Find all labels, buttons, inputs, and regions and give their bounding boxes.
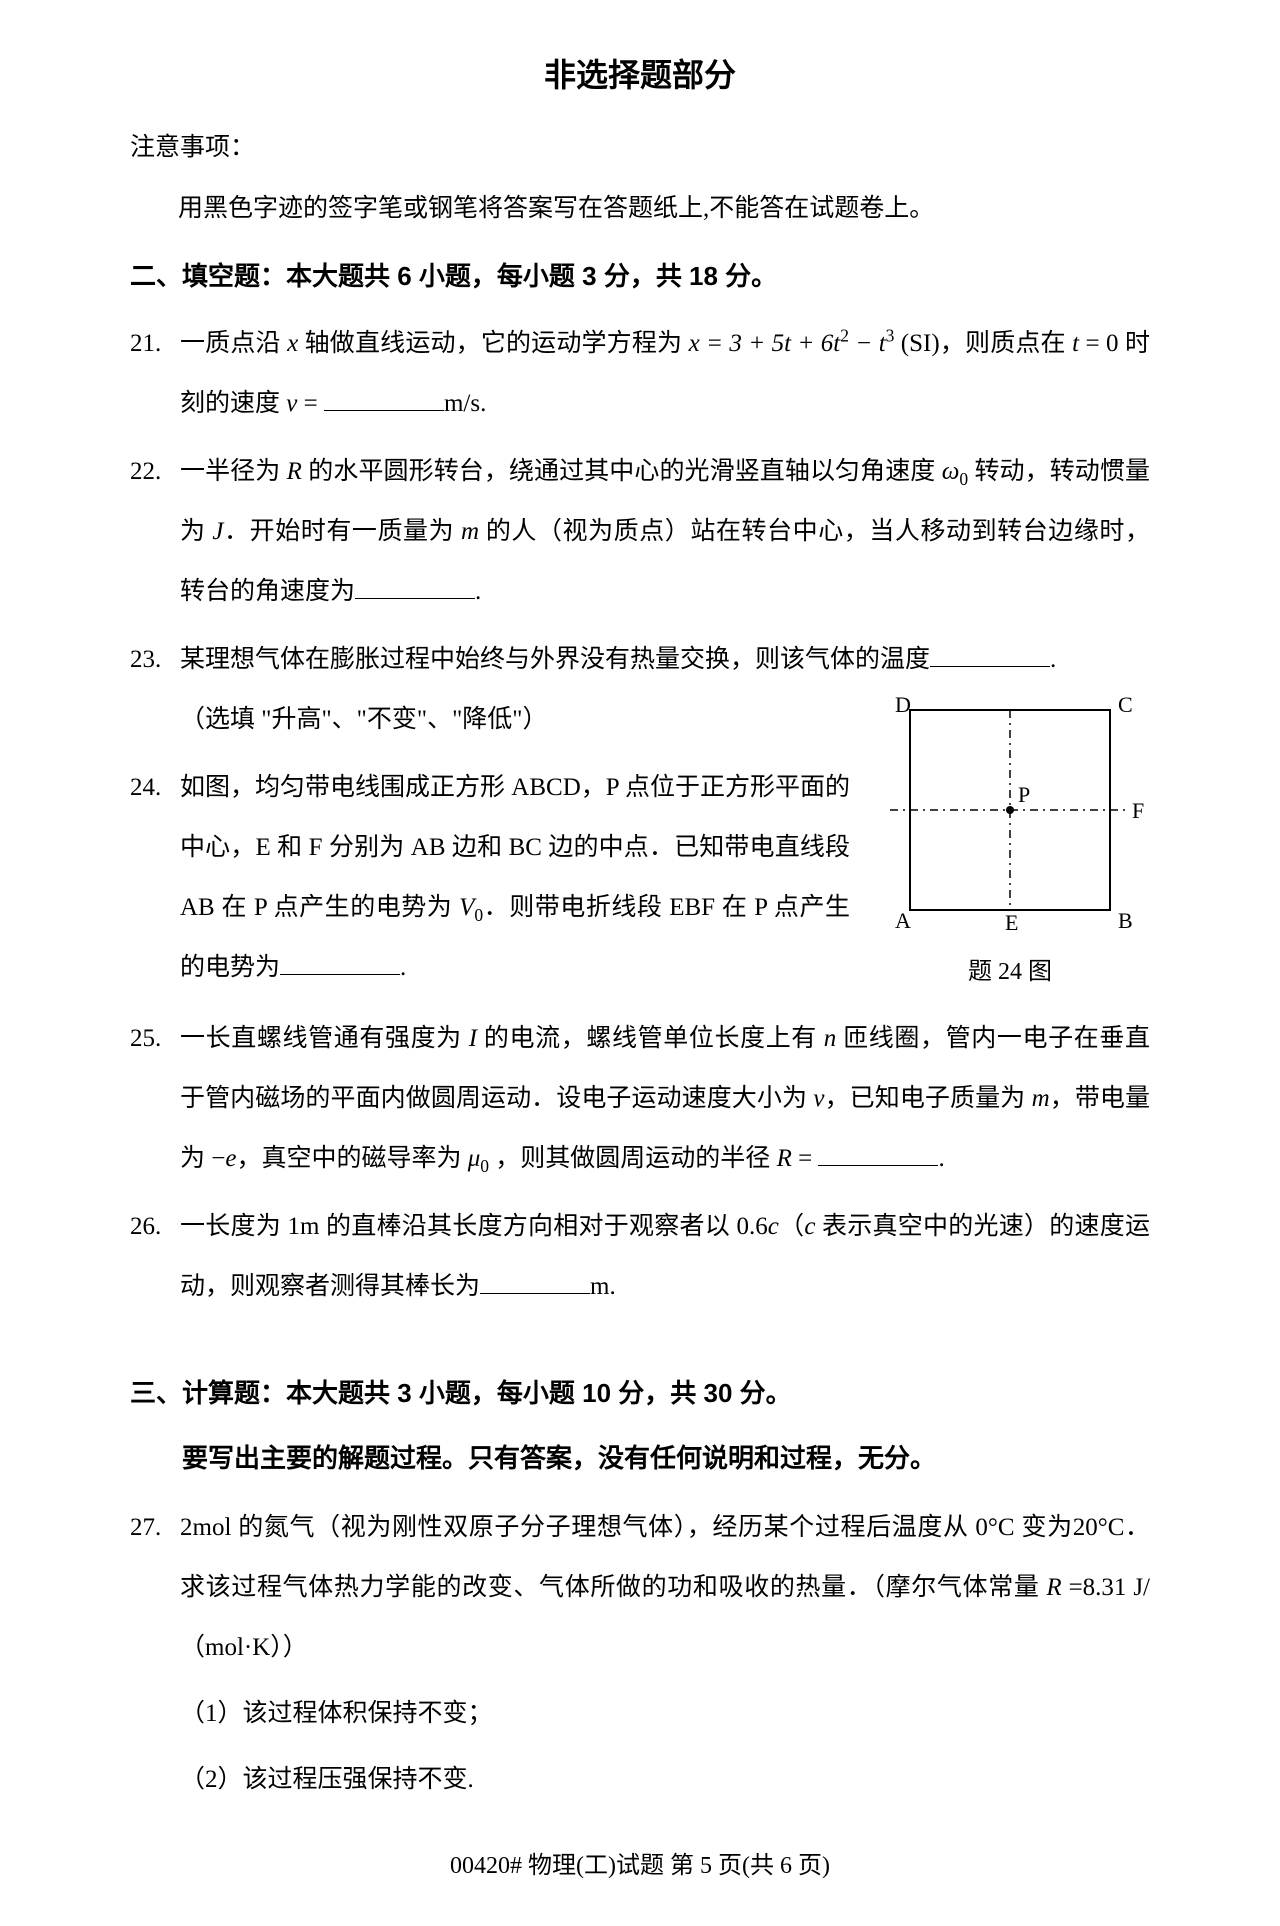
q21-eq0: = 0 — [1079, 330, 1118, 357]
question-27: 27. 2mol 的氮气（视为刚性双原子分子理想气体），经历某个过程后温度从 0… — [130, 1498, 1150, 1810]
q25-t7: ，则其做圆周运动的半径 — [489, 1145, 777, 1172]
question-21: 21. 一质点沿 x 轴做直线运动，它的运动学方程为 x = 3 + 5t + … — [130, 314, 1150, 434]
q22-sub: 0 — [959, 469, 968, 489]
q22-t2: 的水平圆形转台，绕通过其中心的光滑竖直轴以匀角速度 — [302, 458, 942, 485]
label-d: D — [895, 692, 911, 717]
q25-body: 一长直螺线管通有强度为 I 的电流，螺线管单位长度上有 n 匝线圈，管内一电子在… — [180, 1009, 1150, 1189]
section-2-header: 二、填空题：本大题共 6 小题，每小题 3 分，共 18 分。 — [130, 248, 1150, 305]
q24-sub: 0 — [474, 905, 483, 925]
q22-R: R — [287, 458, 302, 485]
q24-V: V — [459, 894, 474, 921]
q25-v: v — [813, 1085, 824, 1112]
q21-x: x — [287, 330, 298, 357]
q25-m: m — [1032, 1085, 1050, 1112]
notice-label: 注意事项： — [130, 120, 1150, 175]
q23-body: 某理想气体在膨胀过程中始终与外界没有热量交换，则该气体的温度. — [180, 630, 1150, 690]
q22-J: J — [212, 518, 223, 545]
figure-24-svg: D C A B E F P — [870, 690, 1150, 940]
q25-t1: 一长直螺线管通有强度为 — [180, 1025, 469, 1052]
q26-c2: c — [804, 1213, 815, 1240]
q21-eq: x = 3 + 5t + 6t — [689, 330, 841, 357]
q27-number: 27. — [130, 1498, 180, 1810]
q25-I: I — [469, 1025, 477, 1052]
q24-number: 24. — [130, 758, 180, 998]
q26-blank — [480, 1264, 590, 1294]
q22-t1: 一半径为 — [180, 458, 287, 485]
q24-period: . — [400, 954, 406, 981]
q25-number: 25. — [130, 1009, 180, 1189]
label-c: C — [1118, 692, 1133, 717]
q21-eq2: − t — [849, 330, 886, 357]
q25-t4: ，已知电子质量为 — [825, 1085, 1026, 1112]
q25-eq: = — [792, 1145, 819, 1172]
q22-t4: ．开始时有一质量为 — [224, 518, 461, 545]
section-3-subheader: 要写出主要的解题过程。只有答案，没有任何说明和过程，无分。 — [130, 1430, 1150, 1487]
question-26: 26. 一长度为 1m 的直棒沿其长度方向相对于观察者以 0.6c（c 表示真空… — [130, 1197, 1150, 1317]
q25-e: e — [225, 1145, 236, 1172]
q25-sub: 0 — [480, 1156, 489, 1176]
label-f: F — [1132, 798, 1144, 823]
q25-blank — [818, 1136, 938, 1166]
point-p-dot — [1006, 806, 1014, 814]
q27-t1: 2mol 的氮气（视为刚性双原子分子理想气体），经历某个过程后温度从 0°C 变… — [180, 1514, 1150, 1601]
question-23b-24: （选填 "升高"、"不变"、"降低"） 24. 如图，均匀带电线围成正方形 AB… — [130, 690, 1150, 1002]
question-22: 22. 一半径为 R 的水平圆形转台，绕通过其中心的光滑竖直轴以匀角速度 ω0 … — [130, 442, 1150, 622]
q24-body: 如图，均匀带电线围成正方形 ABCD，P 点位于正方形平面的中心，E 和 F 分… — [180, 758, 850, 998]
question-23: 23. 某理想气体在膨胀过程中始终与外界没有热量交换，则该气体的温度. — [130, 630, 1150, 690]
figure-24-caption: 题 24 图 — [968, 944, 1052, 1002]
q23-blank — [930, 637, 1050, 667]
q26-number: 26. — [130, 1197, 180, 1317]
label-e: E — [1005, 910, 1018, 935]
q23-period: . — [1050, 646, 1056, 673]
q27-sub1: （1）该过程体积保持不变； — [180, 1684, 1150, 1744]
page-title: 非选择题部分 — [130, 40, 1150, 110]
q26-c: c — [768, 1213, 779, 1240]
q24-blank — [280, 945, 400, 975]
q23-options: （选填 "升高"、"不变"、"降低"） — [180, 690, 850, 750]
question-25: 25. 一长直螺线管通有强度为 I 的电流，螺线管单位长度上有 n 匝线圈，管内… — [130, 1009, 1150, 1189]
q21-body: 一质点沿 x 轴做直线运动，它的运动学方程为 x = 3 + 5t + 6t2 … — [180, 314, 1150, 434]
q21-unit: m/s. — [444, 390, 486, 417]
q21-text: 一质点沿 — [180, 330, 287, 357]
q25-R: R — [777, 1145, 792, 1172]
q27-R: R — [1046, 1574, 1061, 1601]
q22-m: m — [461, 518, 479, 545]
page-footer: 00420# 物理(工)试题 第 5 页(共 6 页) — [130, 1840, 1150, 1893]
q26-body: 一长度为 1m 的直棒沿其长度方向相对于观察者以 0.6c（c 表示真空中的光速… — [180, 1197, 1150, 1317]
q22-body: 一半径为 R 的水平圆形转台，绕通过其中心的光滑竖直轴以匀角速度 ω0 转动，转… — [180, 442, 1150, 622]
q27-body: 2mol 的氮气（视为刚性双原子分子理想气体），经历某个过程后温度从 0°C 变… — [180, 1498, 1150, 1810]
section-3-header: 三、计算题：本大题共 3 小题，每小题 10 分，共 30 分。 — [130, 1365, 1150, 1422]
label-b: B — [1118, 908, 1133, 933]
label-p: P — [1018, 782, 1030, 807]
q25-mu: μ — [468, 1145, 481, 1172]
q26-unit: m. — [590, 1273, 616, 1300]
q21-text2: 轴做直线运动，它的运动学方程为 — [298, 330, 688, 357]
q25-period: . — [938, 1145, 944, 1172]
label-a: A — [895, 908, 911, 933]
q21-v: v — [286, 390, 297, 417]
notice-text: 用黑色字迹的签字笔或钢笔将答案写在答题纸上,不能答在试题卷上。 — [130, 181, 1150, 236]
q22-blank — [355, 569, 475, 599]
q25-n: n — [824, 1025, 837, 1052]
q22-omega: ω — [942, 458, 960, 485]
q23-number: 23. — [130, 630, 180, 690]
q21-sup: 2 — [840, 325, 849, 345]
q23-t1: 某理想气体在膨胀过程中始终与外界没有热量交换，则该气体的温度 — [180, 646, 930, 673]
figure-24: D C A B E F P 题 24 图 — [870, 690, 1150, 1002]
q21-blank — [324, 381, 444, 411]
q22-number: 22. — [130, 442, 180, 622]
q27-sub2: （2）该过程压强保持不变. — [180, 1750, 1150, 1810]
q26-t1: 一长度为 1m 的直棒沿其长度方向相对于观察者以 0.6 — [180, 1213, 768, 1240]
q21-number: 21. — [130, 314, 180, 434]
q21-si: (SI)，则质点在 — [894, 330, 1072, 357]
q25-t2: 的电流，螺线管单位长度上有 — [477, 1025, 824, 1052]
q22-period: . — [475, 578, 481, 605]
q25-t6: ，真空中的磁导率为 — [236, 1145, 467, 1172]
q21-eq3: = — [297, 390, 324, 417]
q26-t2: （ — [779, 1213, 805, 1240]
